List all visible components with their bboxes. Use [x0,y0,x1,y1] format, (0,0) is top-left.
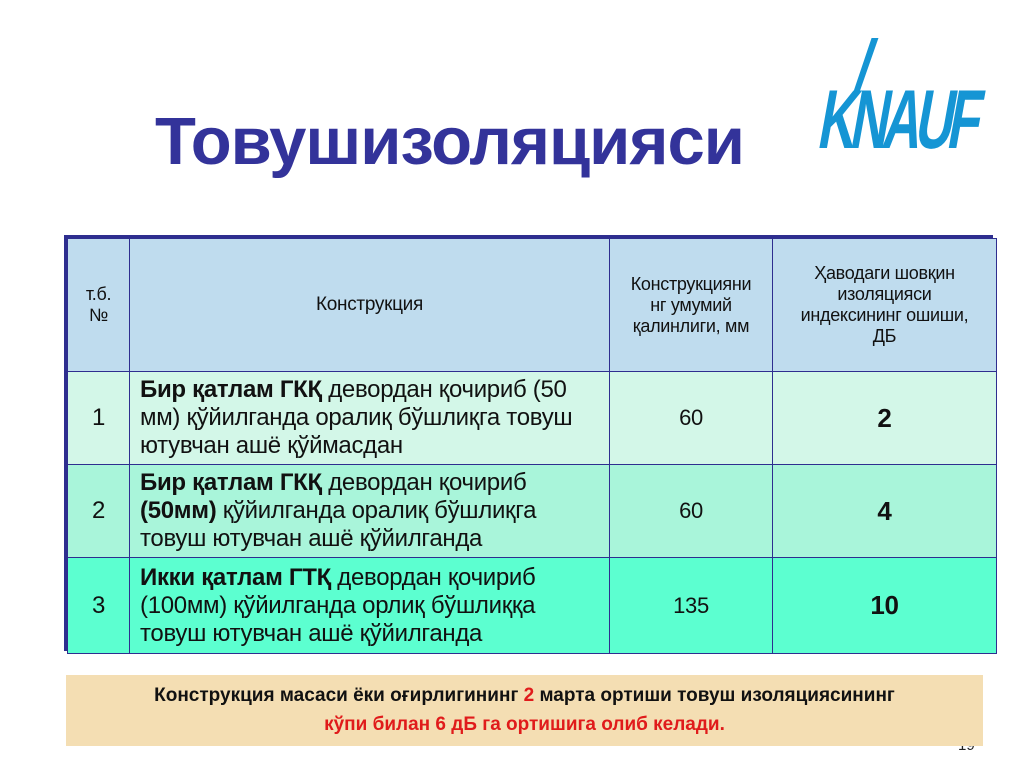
svg-text:KNAUF: KNAUF [813,72,989,166]
